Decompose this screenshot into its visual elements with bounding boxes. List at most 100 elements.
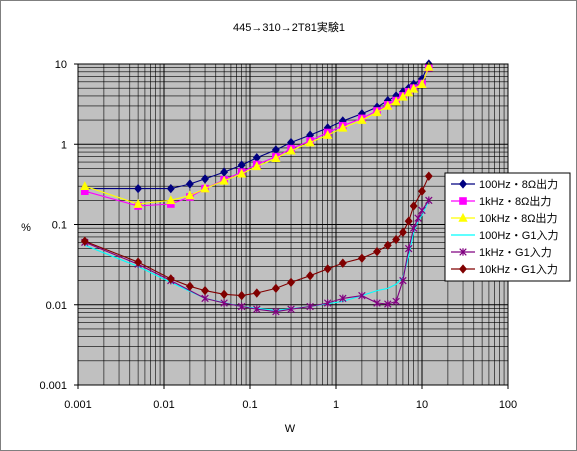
data-point	[185, 281, 194, 291]
x-tick-label: 100	[499, 399, 517, 411]
data-point	[373, 246, 381, 257]
x-tick-label: 10	[416, 399, 428, 411]
y-tick-label: 1	[61, 139, 67, 151]
legend-label: 100Hz・G1入力	[479, 229, 558, 242]
y-tick-label: 0.001	[39, 380, 67, 392]
legend-marker	[459, 179, 467, 189]
data-point	[418, 206, 426, 215]
data-point	[200, 183, 210, 193]
data-point	[398, 91, 408, 101]
data-point	[323, 130, 333, 139]
data-point	[237, 168, 247, 178]
series-layer	[80, 59, 434, 316]
data-point	[134, 257, 143, 267]
x-axis-title: W	[285, 423, 296, 435]
data-point	[133, 198, 143, 208]
y-axis-title: %	[21, 222, 31, 234]
y-tick-label: 0.1	[52, 220, 67, 232]
data-point	[323, 299, 332, 307]
data-point	[404, 244, 413, 253]
data-point	[357, 115, 367, 124]
data-point	[338, 258, 347, 268]
legend-label: 10kHz・8Ω出力	[479, 211, 558, 225]
data-point	[424, 171, 433, 181]
data-point	[339, 294, 347, 303]
data-point	[201, 174, 209, 184]
y-tick-label: 0.01	[46, 300, 67, 312]
data-point	[383, 100, 393, 110]
data-point	[219, 175, 229, 185]
legend-label: 100Hz・8Ω出力	[479, 177, 558, 191]
data-point	[425, 196, 433, 205]
legend-entry: 1kHz・8Ω出力	[451, 194, 551, 208]
series-line	[84, 199, 430, 313]
legend-entry: 100Hz・G1入力	[451, 229, 558, 242]
data-point	[383, 240, 392, 251]
data-point	[392, 234, 401, 245]
data-point	[201, 294, 209, 303]
data-point	[424, 61, 434, 71]
data-point	[373, 299, 381, 307]
data-point	[358, 291, 366, 300]
data-point	[166, 195, 176, 205]
data-point	[237, 290, 246, 301]
data-point	[272, 307, 280, 316]
data-point	[306, 302, 314, 311]
x-tick-label: 0.01	[153, 399, 174, 411]
legend-marker	[459, 197, 467, 205]
data-point	[201, 285, 209, 296]
data-point	[286, 145, 296, 155]
legend: 100Hz・8Ω出力 1kHz・8Ω出力 10kHz・8Ω出力 100Hz・G1入力 1…	[444, 172, 571, 282]
legend-label: 10kHz・G1入力	[479, 263, 558, 276]
y-tick-label: 10	[55, 59, 67, 71]
legend-label: 1kHz・8Ω出力	[479, 194, 551, 208]
data-point	[384, 300, 392, 308]
legend-label: 1kHz・G1入力	[479, 246, 552, 259]
data-point	[306, 271, 315, 281]
chart-title: 445→310→2T81実験1	[233, 20, 345, 34]
data-point	[338, 122, 348, 132]
data-point	[357, 253, 366, 263]
series-3	[80, 61, 434, 208]
legend-entry: 1kHz・G1入力	[451, 246, 552, 259]
data-point	[253, 305, 261, 314]
data-point	[252, 288, 261, 298]
data-point	[417, 79, 427, 89]
legend-entry: 100Hz・8Ω出力	[451, 177, 558, 191]
data-point	[271, 283, 280, 294]
data-point	[252, 161, 262, 171]
data-point	[409, 201, 418, 211]
series-6	[80, 171, 433, 301]
x-tick-label: 0.1	[242, 399, 257, 411]
data-point	[409, 83, 419, 93]
data-point	[287, 277, 295, 288]
data-point	[80, 236, 89, 246]
data-point	[80, 181, 90, 191]
data-point	[220, 289, 229, 299]
data-point	[418, 186, 426, 196]
data-point	[392, 297, 400, 306]
data-point	[372, 107, 382, 117]
x-tick-label: 0.001	[64, 399, 92, 411]
data-point	[391, 96, 401, 106]
data-point	[398, 227, 407, 237]
legend-marker	[459, 248, 467, 256]
data-point	[185, 179, 194, 189]
data-point	[399, 276, 407, 285]
data-point	[220, 299, 228, 307]
legend-entry: 10kHz・8Ω出力	[451, 211, 558, 225]
legend-marker	[459, 264, 467, 274]
data-point	[323, 264, 332, 274]
legend-box	[444, 172, 571, 282]
data-point	[404, 216, 413, 226]
data-point	[237, 302, 246, 311]
legend-marker	[458, 212, 468, 222]
data-point	[409, 224, 418, 232]
data-point	[414, 214, 422, 222]
data-point	[134, 183, 143, 194]
x-tick-label: 1	[333, 399, 339, 411]
data-point	[305, 137, 315, 147]
data-point	[185, 190, 195, 200]
